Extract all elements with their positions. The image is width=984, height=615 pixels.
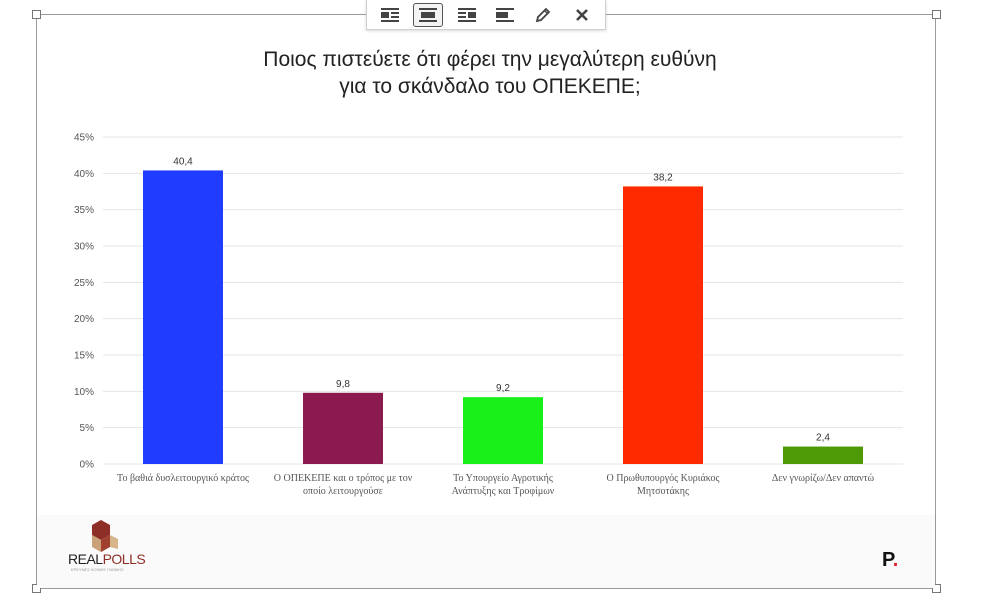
resize-handle-top-right[interactable] <box>932 10 941 19</box>
align-center-button[interactable] <box>413 2 444 27</box>
image-frame[interactable] <box>36 14 936 589</box>
align-none-icon <box>496 7 515 22</box>
remove-button[interactable] <box>567 3 597 27</box>
logo-wordmark: REALPOLLS <box>68 551 146 567</box>
align-center-icon <box>419 7 438 22</box>
align-right-button[interactable] <box>452 3 482 27</box>
chart-title-line-2: για το σκάνδαλο του ΟΠΕΚΕΠΕ; <box>339 75 641 98</box>
logo-tagline: ΕΡΕΥΝΕΣ ΚΟΙΝΗΣ ΓΝΩΜΗΣ <box>71 567 124 572</box>
resize-handle-bottom-left[interactable] <box>32 584 41 593</box>
pencil-edit-icon <box>536 7 551 22</box>
footer-band <box>37 515 935 588</box>
chart-title-line-1: Ποιος πιστεύετε ότι φέρει την μεγαλύτερη… <box>263 48 717 71</box>
align-right-icon <box>457 7 476 22</box>
resize-handle-top-left[interactable] <box>32 10 41 19</box>
brand-mark: P. <box>882 549 899 571</box>
edit-button[interactable] <box>528 3 558 27</box>
close-icon <box>575 8 588 21</box>
image-toolbar <box>366 0 606 30</box>
align-left-button[interactable] <box>375 3 405 27</box>
chart-title: Ποιος πιστεύετε ότι φέρει την μεγαλύτερη… <box>120 46 860 100</box>
realpolls-logo-icon <box>92 520 118 552</box>
align-none-button[interactable] <box>490 3 520 27</box>
resize-handle-bottom-right[interactable] <box>932 584 941 593</box>
align-left-icon <box>381 7 400 22</box>
